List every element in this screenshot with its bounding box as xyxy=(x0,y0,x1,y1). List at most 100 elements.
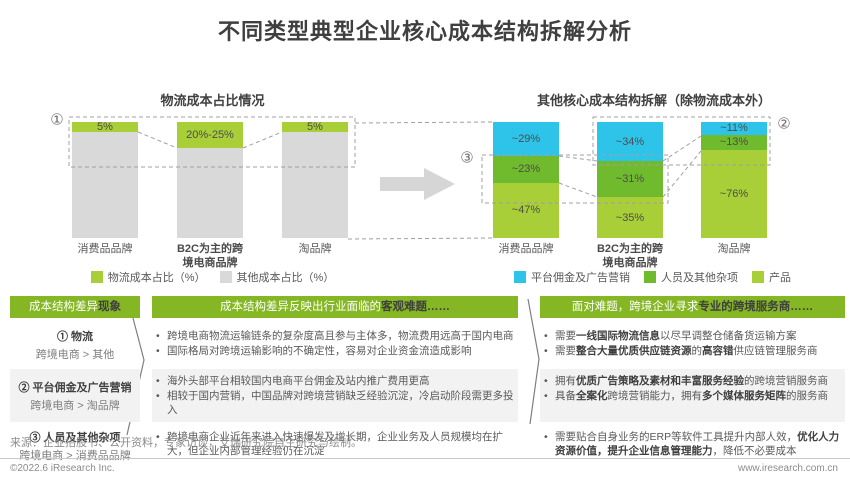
bar-segment: ~35% xyxy=(597,197,663,238)
bar-value-label: ~76% xyxy=(719,187,749,200)
phenomenon-comparison: 跨境电商 > 消费品品牌 xyxy=(19,450,131,463)
connector-line xyxy=(662,150,702,198)
phenomenon-title: ② 平台佣金及广告营销 xyxy=(18,381,132,394)
category-label: 消费品品牌 xyxy=(498,243,554,255)
connector-line xyxy=(558,182,598,198)
bar-segment: 5% xyxy=(72,121,138,133)
solutions-cell: 需要贴合自身业务的ERP等软件工具提升内部人效，优化人力资源价值，提升企业信息管… xyxy=(540,425,845,467)
legend-label: 产品 xyxy=(769,272,791,284)
table-header-problems: 成本结构差异反映出行业面临的客观难题…… xyxy=(152,296,518,318)
comparison-table: 成本结构差异现象 成本结构差异反映出行业面临的客观难题…… 面对难题，跨境企业寻… xyxy=(0,296,850,470)
bar-value-label: ~35% xyxy=(615,211,645,224)
copyright: ©2022.6 iResearch Inc. xyxy=(10,463,115,474)
legend-swatch xyxy=(514,271,526,283)
legend-item: 平台佣金及广告营销 xyxy=(514,269,630,285)
connector-line xyxy=(558,155,598,162)
legend-item: 物流成本占比（%） xyxy=(90,269,206,285)
category-label: 淘品牌 xyxy=(717,243,751,255)
left-chart-legend: 物流成本占比（%） 其他成本占比（%） xyxy=(40,269,385,285)
annotation-circle-1: ① xyxy=(50,112,63,129)
legend-swatch xyxy=(219,271,232,283)
phenomenon-title: ① 物流 xyxy=(56,331,94,343)
bar-segment xyxy=(282,132,348,238)
bar-segment: ~76% xyxy=(701,149,767,238)
bar-segment: ~13% xyxy=(701,134,767,150)
bar-value-label: ~23% xyxy=(511,163,541,176)
bar-value-label: ~31% xyxy=(615,173,645,186)
legend-swatch xyxy=(752,271,764,283)
bar-segment: 20%-25% xyxy=(177,122,243,149)
column-gap xyxy=(518,425,540,467)
bar-segment: 5% xyxy=(282,121,348,133)
connector-line xyxy=(242,131,283,149)
bullet-item: 国际格局对跨境运输影响的不确定性，容易对企业资金流造成影响 xyxy=(154,344,514,358)
problems-cell: 跨境电商企业近年来进入快速爆发及增长期，企业业务及人员规模均在扩大，但企业内部管… xyxy=(152,425,518,467)
source-note: 来源：企业招股书、公开资料，专家访谈，艾瑞研究院自主研究与绘制。 xyxy=(10,437,362,449)
bullet-item: 跨境电商物流运输链条的复杂度高且参与主体多，物流费用远高于国内电商 xyxy=(154,329,514,343)
bullet-item: 需要一线国际物流信息以尽早调整仓储备货运输方案 xyxy=(542,329,841,343)
bar-value-label: 5% xyxy=(307,121,323,133)
bullet-item: 海外头部平台相较国内电商平台佣金及站内推广费用更高 xyxy=(154,374,514,388)
bullet-item: 需要整合大量优质供应链资源的高容错供应链管理服务商 xyxy=(542,344,841,358)
bar-value-label: ~11% xyxy=(720,122,748,135)
column-gap xyxy=(518,296,540,318)
legend-swatch xyxy=(644,271,656,283)
bullet-item: 拥有优质广告策略及素材和丰富服务经验的跨境营销服务商 xyxy=(542,374,841,388)
bar-segment: ~11% xyxy=(701,122,767,135)
right-chart-title: 其他核心成本结构拆解（除物流成本外） xyxy=(536,93,771,108)
bullet-item: 具备全案化跨境营销能力，拥有多个媒体服务矩阵的服务商 xyxy=(542,389,841,403)
legend-label: 物流成本占比（%） xyxy=(107,272,206,284)
phenomenon-title: ③ 人员及其他杂项 xyxy=(29,432,121,445)
dashed-region-commission xyxy=(592,116,771,166)
bar-segment: ~34% xyxy=(597,122,663,162)
annotation-circle-2: ② xyxy=(777,116,790,133)
table-header-solutions: 面对难题，跨境企业寻求专业的跨境服务商…… xyxy=(540,296,845,318)
left-chart-title: 物流成本占比情况 xyxy=(160,93,265,108)
legend-swatch xyxy=(90,271,103,283)
bar-segment xyxy=(72,132,138,238)
connector-line xyxy=(347,237,493,240)
bar-segment: ~29% xyxy=(493,122,559,156)
legend-label: 平台佣金及广告营销 xyxy=(531,272,630,284)
bullet-item: 需要贴合自身业务的ERP等软件工具提升内部人效，优化人力资源价值，提升企业信息管… xyxy=(542,430,841,458)
bar-value-label: 5% xyxy=(97,121,113,133)
table-header-phenomenon: 成本结构差异现象 xyxy=(10,296,140,318)
legend-item: 产品 xyxy=(752,269,791,285)
column-gap xyxy=(140,324,152,366)
website-url: www.iresearch.com.cn xyxy=(737,463,838,474)
problems-cell: 跨境电商物流运输链条的复杂度高且参与主体多，物流费用远高于国内电商国际格局对跨境… xyxy=(152,324,518,366)
solutions-cell: 拥有优质广告策略及素材和丰富服务经验的跨境营销服务商具备全案化跨境营销能力，拥有… xyxy=(540,369,845,423)
phenomenon-cell: ② 平台佣金及广告营销 跨境电商 > 淘品牌 xyxy=(10,369,140,423)
legend-item: 其他成本占比（%） xyxy=(219,269,334,285)
connector-line xyxy=(354,121,493,124)
bar-value-label: 20%-25% xyxy=(186,129,234,142)
column-gap xyxy=(518,369,540,422)
bar-value-label: ~13% xyxy=(719,136,749,149)
table-header-row: 成本结构差异现象 成本结构差异反映出行业面临的客观难题…… 面对难题，跨境企业寻… xyxy=(10,296,850,318)
right-chart-legend: 平台佣金及广告营销 人员及其他杂项 产品 xyxy=(455,269,850,285)
page-title: 不同类型典型企业核心成本结构拆解分析 xyxy=(217,19,632,44)
problems-cell: 海外头部平台相较国内电商平台佣金及站内推广费用更高相较于国内营销，中国品牌对跨境… xyxy=(152,369,518,423)
right-arrow-icon xyxy=(380,168,455,200)
connector-line xyxy=(662,135,702,162)
bar-value-label: ~34% xyxy=(615,135,645,148)
column-gap xyxy=(518,324,540,366)
connector-line xyxy=(137,131,178,149)
phenomenon-comparison: 跨境电商 > 其他 xyxy=(35,349,115,361)
phenomenon-cell: ① 物流跨境电商 > 其他 xyxy=(10,324,140,366)
column-gap xyxy=(140,369,152,422)
category-label: B2C为主的跨 境电商品牌 xyxy=(176,243,243,269)
bar-segment: ~47% xyxy=(493,182,559,238)
legend-item: 人员及其他杂项 xyxy=(644,269,738,285)
legend-label: 人员及其他杂项 xyxy=(661,272,738,284)
category-label: B2C为主的跨 境电商品牌 xyxy=(596,243,663,269)
bar-value-label: ~29% xyxy=(511,132,541,145)
annotation-circle-3: ③ xyxy=(460,150,473,167)
bullet-item: 相较于国内营销，中国品牌对跨境营销缺乏经验沉淀，冷启动阶段需更多投入 xyxy=(154,389,514,417)
dashed-region-logistics xyxy=(68,116,356,168)
category-label: 淘品牌 xyxy=(298,243,332,255)
